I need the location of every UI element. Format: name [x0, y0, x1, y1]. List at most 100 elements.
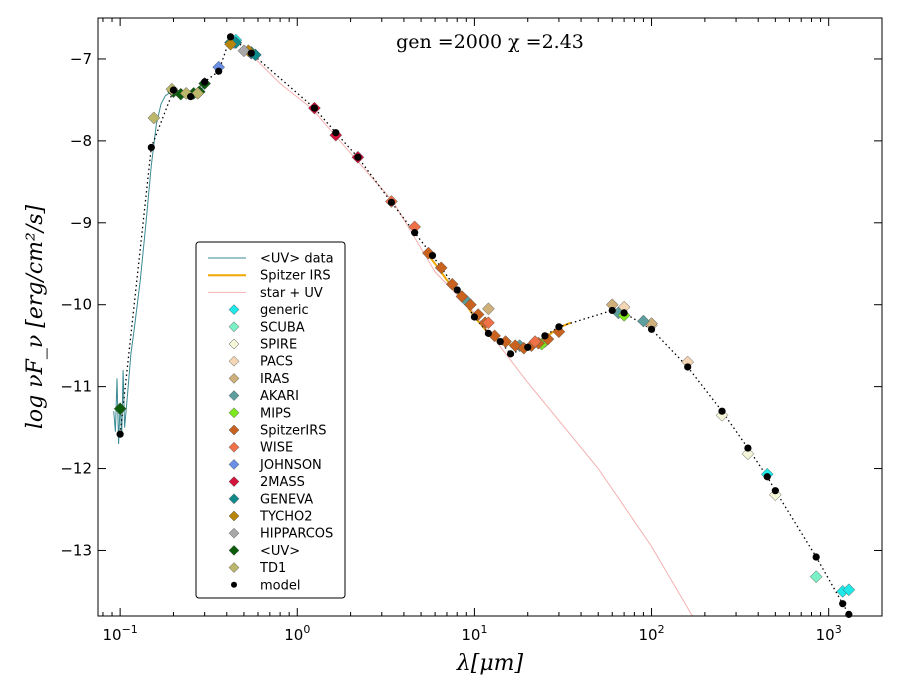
legend-label-spire: SPIRE	[260, 338, 297, 353]
point-model	[771, 487, 779, 495]
point-wise	[482, 316, 495, 330]
legend-label-scuba: SCUBA	[260, 320, 305, 335]
legend-swatch-generic	[228, 304, 240, 315]
legend-label-iras: IRAS	[260, 372, 290, 387]
legend-label--uv-: <UV>	[260, 544, 300, 559]
x-tick-label: 102	[638, 623, 664, 644]
legend-label-geneva: GENEVA	[260, 492, 313, 507]
legend: <UV> data Spitzer IRS star + UV generic SCUB…	[195, 241, 346, 599]
x-axis-title: λ[μm]	[456, 651, 524, 676]
point-spire	[741, 447, 755, 461]
legend-swatch-mips	[228, 407, 240, 419]
y-tick-label: −12	[60, 460, 92, 478]
point-model	[506, 350, 515, 358]
point-spitzerirs	[434, 261, 448, 275]
point-model	[169, 86, 178, 94]
point-model	[555, 323, 563, 331]
point-model	[718, 407, 726, 415]
point-model	[763, 473, 771, 481]
legend-swatch-spitzerirs	[228, 424, 240, 436]
legend-swatch-geneva	[228, 493, 240, 505]
point-model	[845, 610, 853, 618]
point-model	[453, 286, 461, 294]
series-line-star-uv	[250, 54, 693, 617]
y-axis-title: log νF_ν [erg/cm²/s]	[23, 204, 48, 429]
legend-swatch-wise	[228, 441, 240, 453]
point-model	[524, 343, 532, 351]
point-model	[411, 229, 419, 237]
legend-label--uv-data: <UV> data	[260, 252, 334, 267]
point-model	[608, 306, 616, 315]
point-model	[812, 553, 820, 561]
point-model	[201, 78, 209, 86]
legend-swatch-iras	[228, 373, 240, 384]
point-model	[620, 309, 628, 317]
y-tick-label: −9	[70, 214, 92, 232]
point-model	[484, 329, 493, 337]
point-model	[684, 363, 692, 371]
point-td1	[191, 87, 205, 100]
point-hipparcos	[237, 44, 251, 58]
legend-swatch-akari	[228, 390, 240, 401]
y-tick-label: −10	[60, 296, 92, 314]
point-model	[187, 93, 195, 101]
x-tick-label: 10−1	[102, 623, 137, 644]
legend-swatch-hipparcos	[228, 527, 240, 539]
legend-label-wise: WISE	[260, 441, 293, 456]
point-iras	[482, 302, 495, 316]
legend-label-mips: MIPS	[260, 406, 291, 421]
point-model	[116, 430, 124, 438]
point-tycho2	[224, 37, 237, 51]
legend-swatch--uv-	[228, 545, 240, 556]
legend-label-star-uv: star + UV	[260, 286, 323, 301]
point-model	[215, 67, 223, 75]
point-model	[332, 129, 340, 137]
legend-label-td1: TD1	[259, 561, 286, 576]
chart-title: gen =2000 χ =2.43	[396, 31, 584, 53]
legend-swatch-scuba	[228, 321, 240, 333]
legend-label-generic: generic	[260, 303, 309, 318]
point-spitzerirs	[455, 290, 469, 303]
legend-label-akari: AKARI	[260, 389, 299, 404]
legend-label-pacs: PACS	[260, 355, 293, 370]
point-model	[354, 153, 362, 161]
x-axis: 10−1 100 101 102 103	[102, 18, 883, 644]
legend-label-model: model	[260, 578, 300, 593]
point-model	[428, 251, 437, 260]
series-layer	[113, 33, 856, 618]
y-tick-label: −11	[60, 378, 92, 396]
x-tick-label: 103	[816, 623, 842, 644]
point-model	[226, 33, 235, 41]
legend-label-spitzer-irs: Spitzer IRS	[260, 269, 331, 284]
legend-swatch-model	[231, 581, 237, 588]
point-generic	[842, 583, 856, 597]
point-model	[839, 600, 847, 608]
point-model	[470, 313, 479, 321]
point-model	[310, 104, 319, 112]
legend-swatch-td1	[228, 562, 240, 573]
point--uv-	[113, 402, 127, 416]
point-model	[744, 444, 752, 452]
point-model	[496, 337, 504, 346]
point-model	[647, 325, 656, 333]
point-td1	[147, 111, 161, 125]
y-tick-label: −7	[70, 50, 92, 68]
x-tick-label: 100	[284, 623, 310, 644]
point-scuba	[809, 570, 823, 584]
legend-swatch-2mass	[228, 476, 240, 487]
x-tick-label: 101	[461, 623, 487, 644]
point-model	[387, 198, 396, 206]
plot-frame	[97, 17, 883, 617]
legend-swatch-johnson	[228, 459, 240, 470]
legend-swatch-pacs	[228, 355, 240, 367]
point-model	[247, 49, 255, 57]
legend-label-tycho2: TYCHO2	[259, 510, 313, 525]
legend-label-johnson: JOHNSON	[259, 458, 322, 473]
legend-label-2mass: 2MASS	[260, 475, 305, 490]
legend-label-spitzerirs: SpitzerIRS	[260, 424, 327, 439]
point-model	[147, 143, 155, 152]
y-tick-label: −13	[60, 541, 92, 559]
legend-swatch-spire	[228, 338, 240, 350]
point-akari	[637, 314, 650, 328]
